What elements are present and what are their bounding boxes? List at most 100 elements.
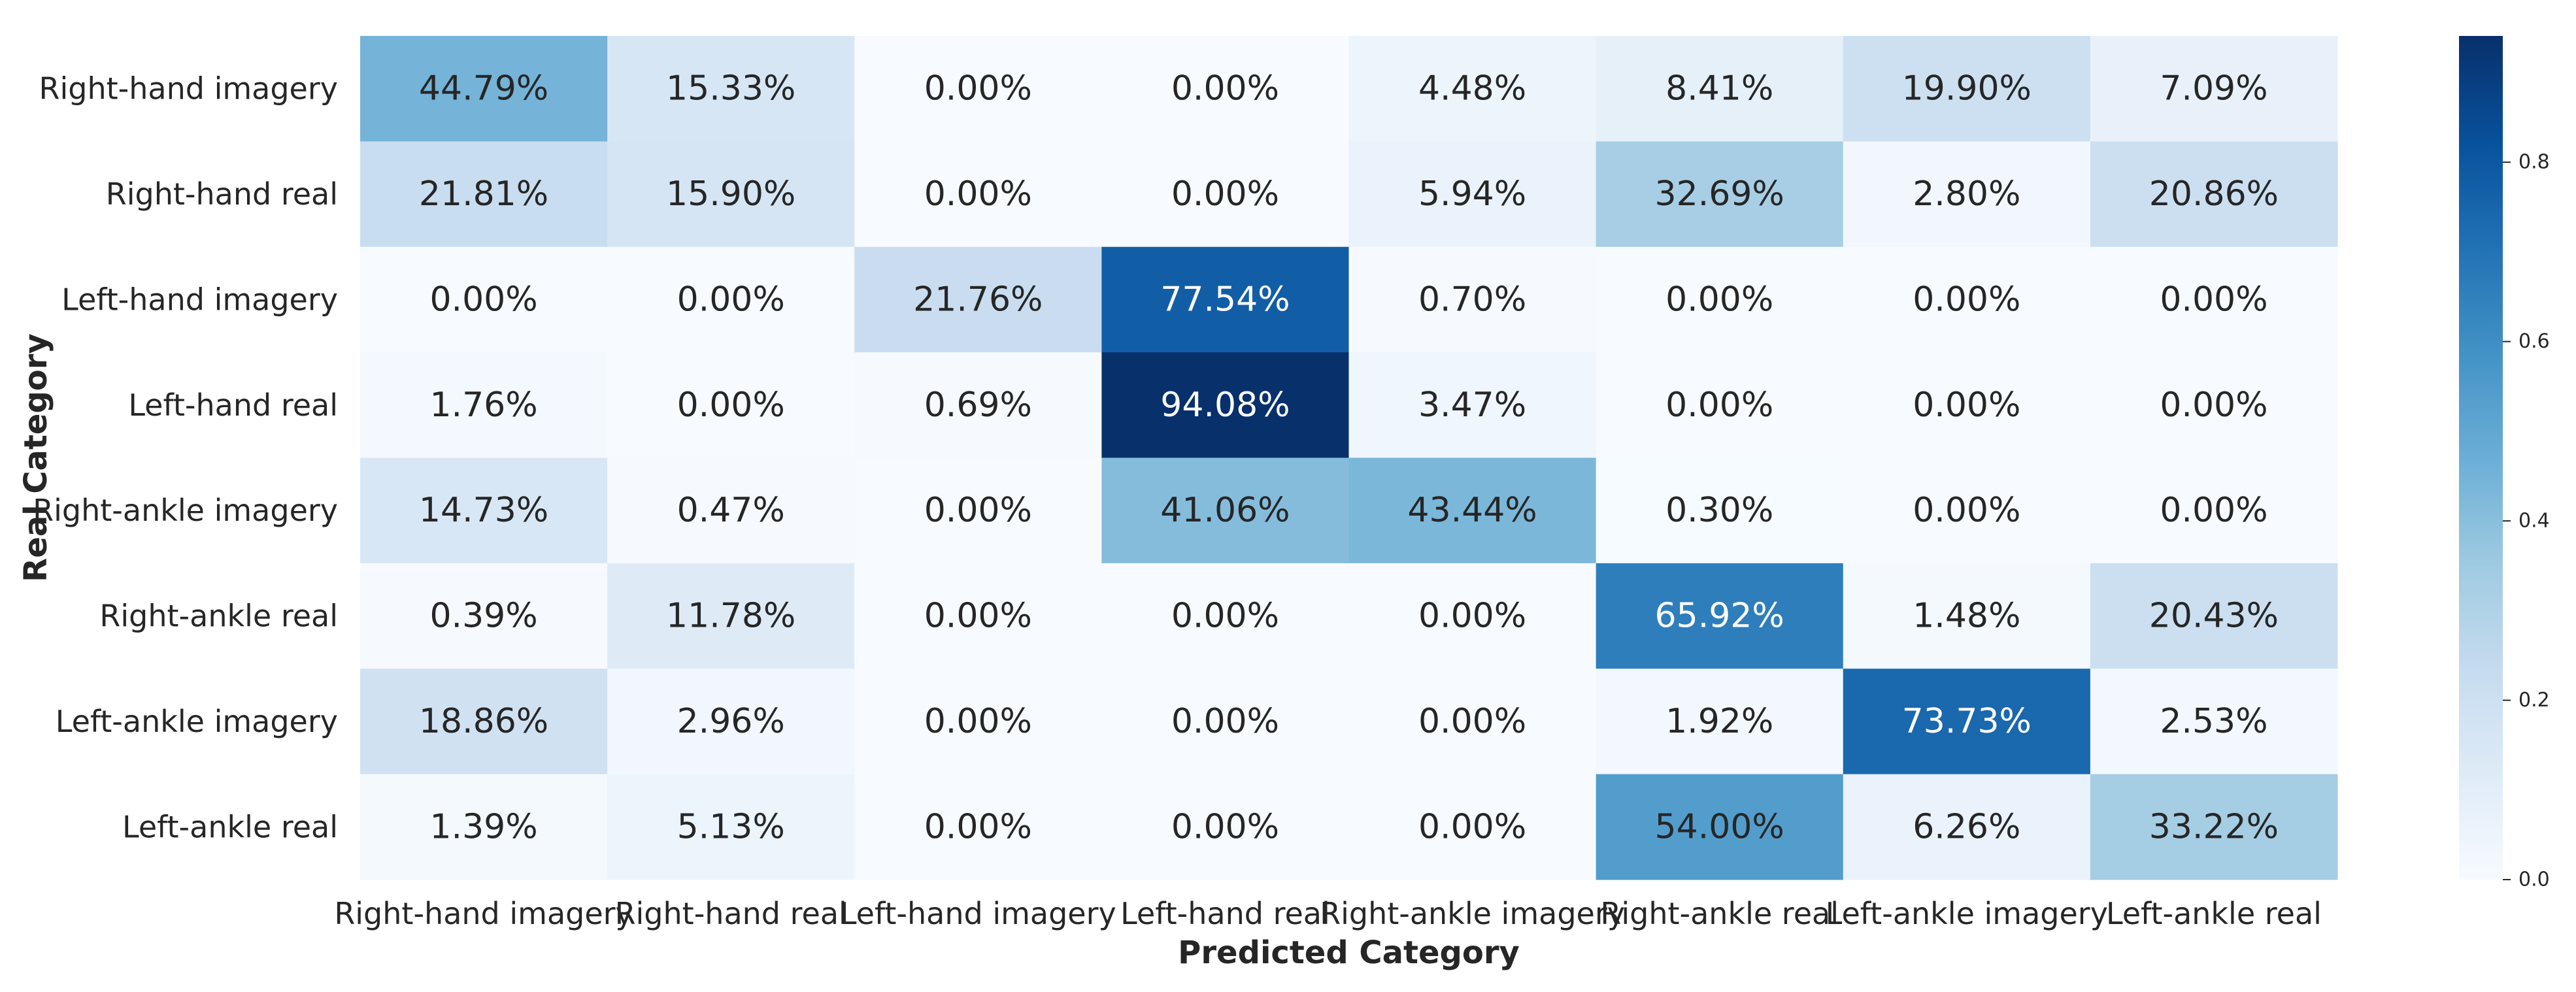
- cell-label-r1-c1: 15.90%: [666, 174, 795, 214]
- heatmap-cell-r3-c7: [2090, 352, 2338, 459]
- heatmap-cell-r5-c2: [854, 563, 1102, 669]
- heatmap-cell-r3-c4: [1348, 352, 1597, 459]
- heatmap-cell-r2-c6: [1843, 246, 2091, 353]
- y-tick-label-4: Right-ankle imagery: [33, 493, 338, 528]
- cell-label-r2-c0: 0.00%: [429, 280, 537, 319]
- cell-label-r5-c3: 0.00%: [1171, 597, 1279, 636]
- cell-label-r5-c0: 0.39%: [429, 597, 537, 636]
- cell-label-r5-c7: 20.43%: [2149, 597, 2279, 636]
- heatmap-cell-r5-c0: [360, 563, 608, 669]
- heatmap-cell-r7-c6: [1843, 774, 2091, 880]
- heatmap-cell-r1-c4: [1348, 141, 1597, 248]
- heatmap-cell-r1-c7: [2090, 141, 2338, 248]
- cell-label-r7-c4: 0.00%: [1418, 807, 1526, 846]
- heatmap-cell-r4-c0: [360, 457, 608, 564]
- y-tick-label-3: Left-hand real: [128, 388, 338, 423]
- cell-label-r1-c7: 20.86%: [2149, 174, 2279, 214]
- y-axis-title: Real Category: [18, 333, 54, 582]
- cell-label-r6-c2: 0.00%: [924, 702, 1032, 741]
- cell-label-r1-c4: 5.94%: [1418, 174, 1526, 214]
- heatmap-cell-r2-c4: [1348, 246, 1597, 353]
- cell-label-r2-c2: 21.76%: [913, 280, 1043, 319]
- heatmap-cell-r2-c3: [1101, 246, 1350, 353]
- cell-label-r6-c0: 18.86%: [419, 702, 548, 741]
- x-tick-label-6: Left-ankle imagery: [1826, 896, 2108, 931]
- cell-label-r0-c0: 44.79%: [419, 69, 548, 108]
- cell-label-r7-c1: 5.13%: [677, 807, 785, 846]
- cell-label-r7-c2: 0.00%: [924, 807, 1032, 846]
- cell-label-r2-c1: 0.00%: [677, 280, 785, 319]
- colorbar-tick-label-0: 0.0: [2518, 868, 2550, 891]
- cell-label-r6-c4: 0.00%: [1418, 702, 1526, 741]
- colorbar-ticks: 0.0 0.2 0.4 0.6 0.8: [2503, 151, 2550, 891]
- cell-label-r3-c6: 0.00%: [1913, 386, 2020, 425]
- cell-label-r5-c1: 11.78%: [666, 597, 795, 636]
- heatmap-cell-r6-c0: [360, 669, 608, 775]
- cell-label-r4-c4: 43.44%: [1407, 491, 1537, 530]
- cell-label-r4-c7: 0.00%: [2160, 491, 2267, 530]
- cell-label-r3-c0: 1.76%: [429, 386, 537, 425]
- cell-label-r2-c5: 0.00%: [1665, 280, 1773, 319]
- cell-label-r0-c3: 0.00%: [1171, 69, 1279, 108]
- heatmap-cell-r5-c4: [1348, 563, 1597, 669]
- colorbar-tick-label-3: 0.6: [2518, 330, 2550, 353]
- cell-label-r6-c3: 0.00%: [1171, 702, 1279, 741]
- cell-label-r7-c0: 1.39%: [429, 807, 537, 846]
- heatmap-cell-r3-c2: [854, 352, 1102, 459]
- x-tick-label-4: Right-ankle imagery: [1320, 896, 1625, 931]
- heatmap-cell-r3-c3: [1101, 352, 1350, 459]
- heatmap-cell-r5-c5: [1596, 563, 1844, 669]
- cell-label-r2-c3: 77.54%: [1160, 280, 1290, 319]
- cell-label-r3-c7: 0.00%: [2160, 386, 2267, 425]
- cell-label-r1-c2: 0.00%: [924, 174, 1032, 214]
- cell-label-r1-c0: 21.81%: [419, 174, 548, 214]
- heatmap-cell-r1-c1: [607, 141, 855, 248]
- heatmap-cell-r6-c2: [854, 669, 1102, 775]
- y-tick-label-0: Right-hand imagery: [39, 71, 338, 107]
- cell-label-r3-c3: 94.08%: [1160, 386, 1290, 425]
- colorbar-tick-label-1: 0.2: [2518, 689, 2550, 712]
- cell-label-r0-c5: 8.41%: [1665, 69, 1773, 108]
- heatmap-cell-r1-c6: [1843, 141, 2091, 248]
- x-tick-label-5: Right-ankle real: [1600, 896, 1839, 931]
- heatmap-cell-r6-c1: [607, 669, 855, 775]
- cell-label-r0-c6: 19.90%: [1902, 69, 2032, 108]
- heatmap-cell-r2-c7: [2090, 246, 2338, 353]
- cell-label-r3-c4: 3.47%: [1418, 386, 1526, 425]
- colorbar-tick-label-4: 0.8: [2518, 151, 2550, 174]
- heatmap-cell-r5-c7: [2090, 563, 2338, 669]
- cell-label-r0-c1: 15.33%: [666, 69, 795, 108]
- cell-label-r2-c7: 0.00%: [2160, 280, 2267, 319]
- cell-label-r5-c4: 0.00%: [1418, 597, 1526, 636]
- heatmap-cell-r6-c4: [1348, 669, 1597, 775]
- heatmap-cell-r7-c4: [1348, 774, 1597, 880]
- heatmap-cell-r0-c5: [1596, 36, 1844, 142]
- x-tick-label-3: Left-hand real: [1120, 896, 1330, 931]
- cell-label-r6-c6: 73.73%: [1902, 702, 2032, 741]
- cell-label-r6-c5: 1.92%: [1665, 702, 1773, 741]
- heatmap-cell-r6-c3: [1101, 669, 1350, 775]
- y-tick-label-6: Left-ankle imagery: [56, 704, 338, 739]
- cell-label-r4-c6: 0.00%: [1913, 491, 2020, 530]
- heatmap-cell-r0-c2: [854, 36, 1102, 142]
- cell-label-r1-c3: 0.00%: [1171, 174, 1279, 214]
- heatmap-cell-r5-c1: [607, 563, 855, 669]
- heatmap-cell-r4-c3: [1101, 457, 1350, 564]
- cell-label-r4-c2: 0.00%: [924, 491, 1032, 530]
- heatmap-cell-r7-c2: [854, 774, 1102, 880]
- cell-label-r6-c1: 2.96%: [677, 702, 785, 741]
- cell-label-r3-c5: 0.00%: [1665, 386, 1773, 425]
- y-tick-labels: Right-hand imagery Right-hand real Left-ha…: [33, 71, 338, 845]
- heatmap-cell-r7-c1: [607, 774, 855, 880]
- heatmap-cell-r4-c5: [1596, 457, 1844, 564]
- cell-label-r7-c5: 54.00%: [1655, 807, 1784, 846]
- cell-label-r5-c2: 0.00%: [924, 597, 1032, 636]
- heatmap-cell-r0-c3: [1101, 36, 1350, 142]
- heatmap-cell-r4-c2: [854, 457, 1102, 564]
- cell-label-r0-c4: 4.48%: [1418, 69, 1526, 108]
- x-tick-label-2: Left-hand imagery: [840, 896, 1116, 931]
- heatmap-cell-r4-c1: [607, 457, 855, 564]
- heatmap-cell-r7-c5: [1596, 774, 1844, 880]
